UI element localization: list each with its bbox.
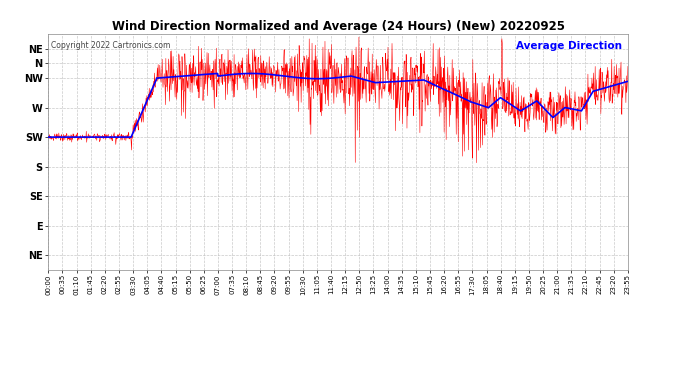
Text: Average Direction: Average Direction — [516, 41, 622, 51]
Text: Copyright 2022 Cartronics.com: Copyright 2022 Cartronics.com — [51, 41, 170, 50]
Title: Wind Direction Normalized and Average (24 Hours) (New) 20220925: Wind Direction Normalized and Average (2… — [112, 20, 564, 33]
